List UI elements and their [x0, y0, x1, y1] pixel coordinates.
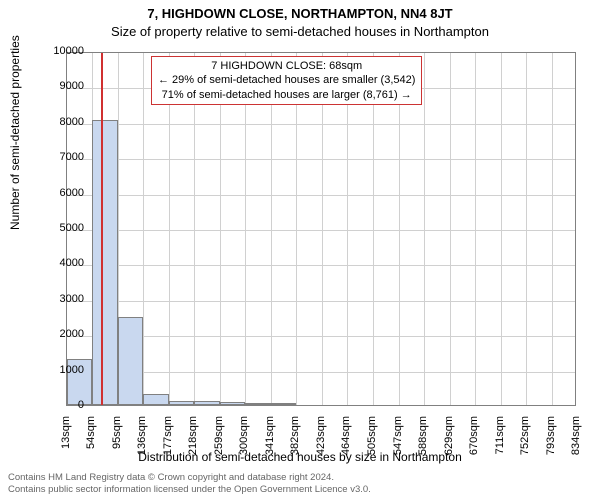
- y-tick-label: 7000: [24, 151, 84, 163]
- gridline-vertical: [373, 53, 374, 405]
- gridline-vertical: [245, 53, 246, 405]
- y-tick-label: 8000: [24, 116, 84, 128]
- histogram-bar: [143, 394, 168, 405]
- gridline-vertical: [526, 53, 527, 405]
- histogram-bar: [194, 401, 219, 405]
- gridline-vertical: [475, 53, 476, 405]
- gridline-vertical: [424, 53, 425, 405]
- callout-line-3: 71% of semi-detached houses are larger (…: [158, 88, 415, 102]
- page-subtitle: Size of property relative to semi-detach…: [0, 24, 600, 39]
- y-tick-label: 10000: [24, 45, 84, 57]
- gridline-vertical: [296, 53, 297, 405]
- chart-area: 7 HIGHDOWN CLOSE: 68sqm ← 29% of semi-de…: [66, 52, 576, 406]
- page-title: 7, HIGHDOWN CLOSE, NORTHAMPTON, NN4 8JT: [0, 6, 600, 21]
- y-tick-label: 6000: [24, 187, 84, 199]
- histogram-bar: [220, 402, 245, 405]
- x-axis-label: Distribution of semi-detached houses by …: [0, 450, 600, 464]
- histogram-bar: [245, 403, 270, 405]
- callout-box: 7 HIGHDOWN CLOSE: 68sqm ← 29% of semi-de…: [151, 56, 422, 105]
- gridline-vertical: [322, 53, 323, 405]
- histogram-bar: [92, 120, 117, 405]
- footer-line-2: Contains public sector information licen…: [8, 484, 592, 496]
- gridline-vertical: [552, 53, 553, 405]
- gridline-vertical: [169, 53, 170, 405]
- y-tick-label: 3000: [24, 293, 84, 305]
- plot-region: [66, 52, 576, 406]
- y-tick-label: 1000: [24, 364, 84, 376]
- histogram-bar: [118, 317, 143, 406]
- property-marker-line: [101, 53, 103, 405]
- gridline-vertical: [501, 53, 502, 405]
- histogram-bar: [271, 403, 296, 405]
- y-tick-label: 4000: [24, 257, 84, 269]
- gridline-vertical: [143, 53, 144, 405]
- footer-attribution: Contains HM Land Registry data © Crown c…: [8, 472, 592, 496]
- histogram-bar: [169, 401, 194, 405]
- y-tick-label: 0: [24, 399, 84, 411]
- footer-line-1: Contains HM Land Registry data © Crown c…: [8, 472, 592, 484]
- gridline-vertical: [399, 53, 400, 405]
- gridline-vertical: [271, 53, 272, 405]
- y-axis-label: Number of semi-detached properties: [8, 35, 22, 230]
- y-tick-label: 9000: [24, 80, 84, 92]
- y-tick-label: 2000: [24, 328, 84, 340]
- gridline-vertical: [347, 53, 348, 405]
- gridline-vertical: [194, 53, 195, 405]
- callout-line-2: ← 29% of semi-detached houses are smalle…: [158, 73, 415, 87]
- callout-line-1: 7 HIGHDOWN CLOSE: 68sqm: [158, 59, 415, 73]
- gridline-vertical: [220, 53, 221, 405]
- gridline-vertical: [450, 53, 451, 405]
- y-tick-label: 5000: [24, 222, 84, 234]
